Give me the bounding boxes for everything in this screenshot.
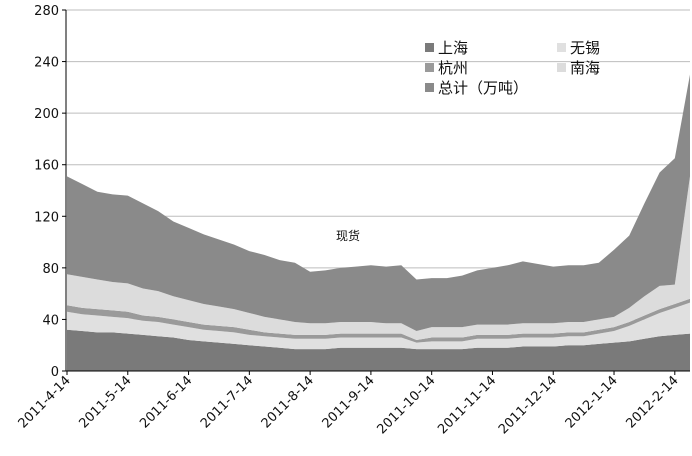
y-tick-label: 280: [34, 4, 59, 19]
legend-swatch: [425, 63, 434, 72]
y-tick-label: 40: [42, 313, 59, 328]
y-tick-label: 200: [34, 107, 59, 122]
legend-label: 无锡: [570, 39, 600, 57]
x-tick-label: 2011-6-14: [137, 373, 195, 431]
legend-label: 杭州: [438, 59, 468, 77]
legend-swatch: [557, 63, 566, 72]
area-series-band: [67, 74, 690, 332]
y-tick-label: 0: [51, 365, 59, 380]
y-tick-label: 120: [34, 210, 59, 225]
x-tick-label: 2011-12-14: [496, 373, 560, 437]
legend-label: 总计（万吨）: [438, 79, 528, 97]
x-tick-label: 2012-2-14: [623, 373, 681, 431]
x-tick-label: 2011-4-14: [16, 373, 74, 431]
legend-swatch: [425, 43, 434, 52]
x-tick-label: 2011-10-14: [374, 373, 438, 437]
x-tick-label: 2011-5-14: [76, 373, 134, 431]
area-series-band: [67, 329, 690, 371]
y-tick-labels: 0 40 80 120 160 200 240 280: [34, 4, 66, 380]
legend-label: 上海: [438, 39, 468, 57]
x-tick-label: 2011-8-14: [259, 373, 317, 431]
y-tick-label: 240: [34, 56, 59, 71]
legend-swatch: [557, 43, 566, 52]
x-tick-label: 2011-7-14: [198, 373, 256, 431]
axes: [65, 10, 690, 372]
x-tick-label: 2011-9-14: [320, 373, 378, 431]
area-series: [67, 74, 690, 371]
x-tick-label: 2011-11-14: [435, 373, 499, 437]
area-series-band: [67, 298, 690, 343]
legend-swatch: [425, 83, 434, 92]
legend-label: 南海: [570, 59, 600, 77]
chart-annotation: 现货: [336, 228, 360, 243]
x-tick-label: 2012-1-14: [563, 373, 621, 431]
y-tick-label: 80: [42, 262, 59, 277]
x-tick-labels: 2011-4-14 2011-5-14 2011-6-14 2011-7-14 2011…: [16, 371, 682, 437]
y-tick-label: 160: [34, 159, 59, 174]
